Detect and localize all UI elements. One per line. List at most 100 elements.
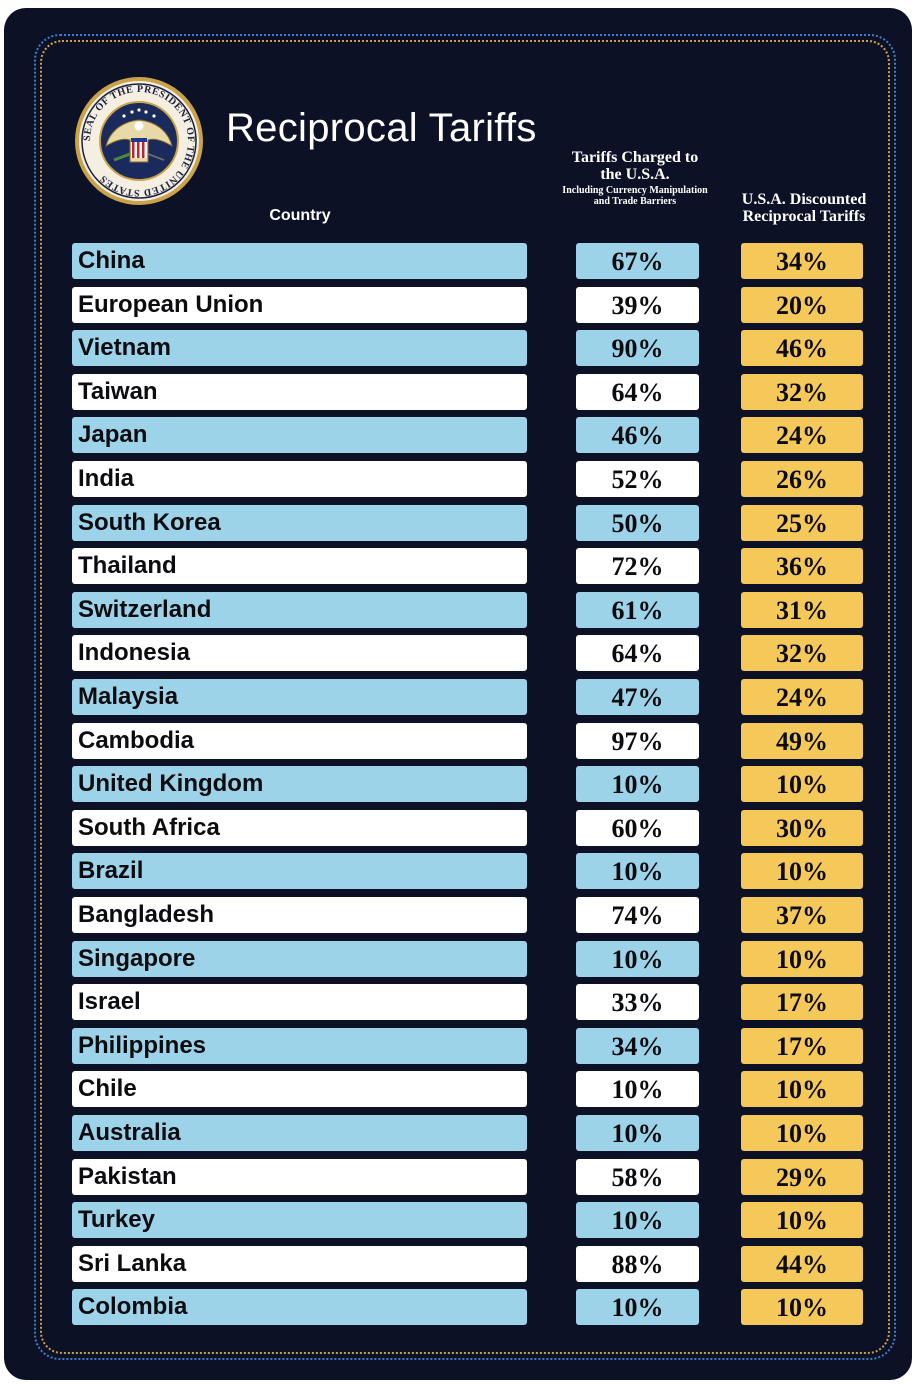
country-cell: European Union: [72, 287, 527, 323]
reciprocal-tariff-cell: 10%: [741, 853, 863, 889]
tariff-charged-cell: 52%: [576, 461, 699, 497]
table-row: Malaysia 47% 24%: [0, 679, 920, 715]
reciprocal-tariff-cell: 32%: [741, 635, 863, 671]
table-row: Australia 10% 10%: [0, 1115, 920, 1151]
country-cell: China: [72, 243, 527, 279]
column-header-discounted-reciprocal: U.S.A. Discounted Reciprocal Tariffs: [741, 191, 867, 225]
table-row: Sri Lanka 88% 44%: [0, 1246, 920, 1282]
table-row: Thailand 72% 36%: [0, 548, 920, 584]
country-cell: Sri Lanka: [72, 1246, 527, 1282]
country-cell: India: [72, 461, 527, 497]
tariff-charged-cell: 10%: [576, 941, 699, 977]
reciprocal-tariff-cell: 34%: [741, 243, 863, 279]
country-cell: Australia: [72, 1115, 527, 1151]
table-row: Pakistan 58% 29%: [0, 1159, 920, 1195]
tariff-charged-cell: 64%: [576, 374, 699, 410]
reciprocal-tariff-cell: 10%: [741, 766, 863, 802]
tariff-charged-cell: 10%: [576, 1115, 699, 1151]
country-cell: South Korea: [72, 505, 527, 541]
country-cell: Taiwan: [72, 374, 527, 410]
reciprocal-tariff-cell: 10%: [741, 941, 863, 977]
reciprocal-tariff-cell: 32%: [741, 374, 863, 410]
table-row: Cambodia 97% 49%: [0, 723, 920, 759]
table-row: Chile 10% 10%: [0, 1071, 920, 1107]
column-header-country: Country: [269, 207, 331, 224]
country-cell: Colombia: [72, 1289, 527, 1325]
tariff-charged-cell: 64%: [576, 635, 699, 671]
country-cell: Pakistan: [72, 1159, 527, 1195]
tariff-charged-cell: 10%: [576, 1289, 699, 1325]
tariff-charged-cell: 97%: [576, 723, 699, 759]
reciprocal-tariff-cell: 25%: [741, 505, 863, 541]
column-header-tariffs-charged-main: Tariffs Charged to the U.S.A.: [571, 149, 699, 183]
table-row: Philippines 34% 17%: [0, 1028, 920, 1064]
reciprocal-tariff-cell: 17%: [741, 984, 863, 1020]
tariff-charged-cell: 46%: [576, 417, 699, 453]
tariff-charged-cell: 10%: [576, 766, 699, 802]
country-cell: Chile: [72, 1071, 527, 1107]
country-cell: United Kingdom: [72, 766, 527, 802]
tariff-charged-cell: 47%: [576, 679, 699, 715]
tariff-charged-cell: 58%: [576, 1159, 699, 1195]
table-row: Taiwan 64% 32%: [0, 374, 920, 410]
table-row: Vietnam 90% 46%: [0, 330, 920, 366]
table-row: Brazil 10% 10%: [0, 853, 920, 889]
country-cell: Japan: [72, 417, 527, 453]
tariff-charged-cell: 33%: [576, 984, 699, 1020]
table-row: Japan 46% 24%: [0, 417, 920, 453]
reciprocal-tariff-cell: 24%: [741, 679, 863, 715]
dotted-border-outer: [34, 34, 896, 1360]
column-header-tariffs-charged: Tariffs Charged to the U.S.A. Including …: [560, 149, 710, 206]
reciprocal-tariff-cell: 46%: [741, 330, 863, 366]
table-row: Bangladesh 74% 37%: [0, 897, 920, 933]
tariff-charged-cell: 60%: [576, 810, 699, 846]
tariff-charged-cell: 50%: [576, 505, 699, 541]
reciprocal-tariff-cell: 10%: [741, 1115, 863, 1151]
country-cell: Turkey: [72, 1202, 527, 1238]
country-cell: South Africa: [72, 810, 527, 846]
table-row: Singapore 10% 10%: [0, 941, 920, 977]
page-title: Reciprocal Tariffs: [226, 106, 537, 150]
reciprocal-tariff-cell: 26%: [741, 461, 863, 497]
table-row: Switzerland 61% 31%: [0, 592, 920, 628]
dotted-border-inner: [40, 40, 890, 1354]
table-row: India 52% 26%: [0, 461, 920, 497]
reciprocal-tariff-cell: 44%: [741, 1246, 863, 1282]
table-row: Turkey 10% 10%: [0, 1202, 920, 1238]
reciprocal-tariff-cell: 31%: [741, 592, 863, 628]
tariff-charged-cell: 34%: [576, 1028, 699, 1064]
tariff-charged-cell: 61%: [576, 592, 699, 628]
table-row: Colombia 10% 10%: [0, 1289, 920, 1325]
country-cell: Malaysia: [72, 679, 527, 715]
country-cell: Philippines: [72, 1028, 527, 1064]
tariff-charged-cell: 72%: [576, 548, 699, 584]
country-cell: Thailand: [72, 548, 527, 584]
tariff-charged-cell: 74%: [576, 897, 699, 933]
country-cell: Bangladesh: [72, 897, 527, 933]
country-cell: Singapore: [72, 941, 527, 977]
table-row: European Union 39% 20%: [0, 287, 920, 323]
country-cell: Cambodia: [72, 723, 527, 759]
table-row: China 67% 34%: [0, 243, 920, 279]
tariff-charged-cell: 88%: [576, 1246, 699, 1282]
country-cell: Israel: [72, 984, 527, 1020]
reciprocal-tariff-cell: 10%: [741, 1202, 863, 1238]
country-cell: Brazil: [72, 853, 527, 889]
table-row: South Africa 60% 30%: [0, 810, 920, 846]
reciprocal-tariff-cell: 20%: [741, 287, 863, 323]
tariff-charged-cell: 10%: [576, 1071, 699, 1107]
country-cell: Vietnam: [72, 330, 527, 366]
country-cell: Indonesia: [72, 635, 527, 671]
reciprocal-tariff-cell: 49%: [741, 723, 863, 759]
tariff-charged-cell: 67%: [576, 243, 699, 279]
reciprocal-tariff-cell: 10%: [741, 1289, 863, 1325]
reciprocal-tariff-cell: 24%: [741, 417, 863, 453]
reciprocal-tariff-cell: 17%: [741, 1028, 863, 1064]
table-row: South Korea 50% 25%: [0, 505, 920, 541]
table-row: United Kingdom 10% 10%: [0, 766, 920, 802]
reciprocal-tariff-cell: 37%: [741, 897, 863, 933]
country-cell: Switzerland: [72, 592, 527, 628]
table-row: Israel 33% 17%: [0, 984, 920, 1020]
tariff-charged-cell: 90%: [576, 330, 699, 366]
